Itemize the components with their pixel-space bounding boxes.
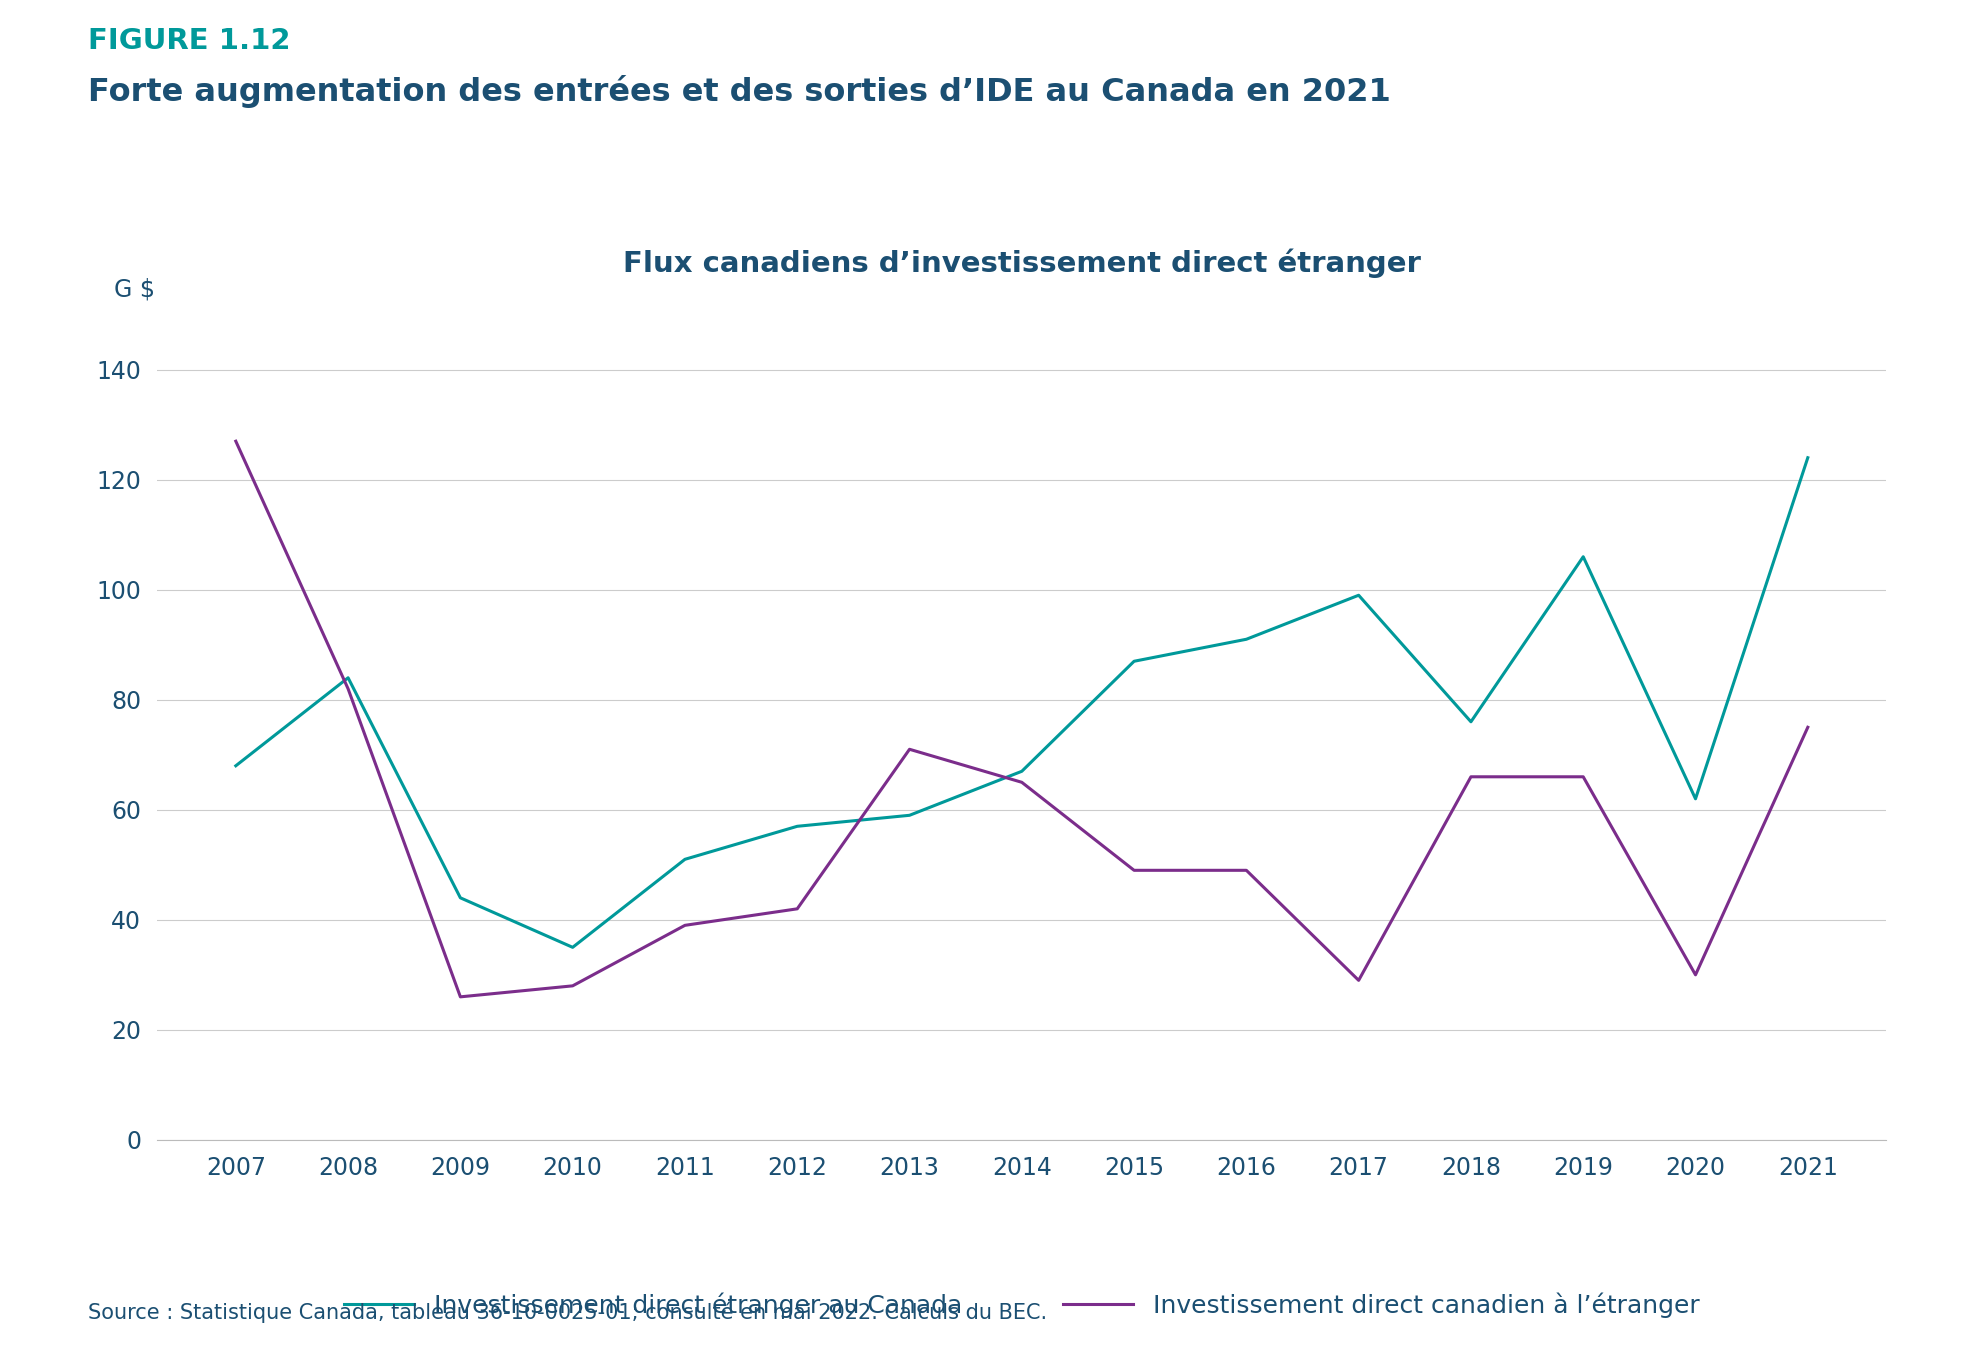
Text: G $: G $ [114, 277, 155, 301]
Text: Forte augmentation des entrées et des sorties d’IDE au Canada en 2021: Forte augmentation des entrées et des so… [88, 75, 1391, 107]
Text: Flux canadiens d’investissement direct étranger: Flux canadiens d’investissement direct é… [623, 248, 1420, 278]
Text: FIGURE 1.12: FIGURE 1.12 [88, 27, 291, 56]
Legend: Investissement direct étranger au Canada, Investissement direct canadien à l’étr: Investissement direct étranger au Canada… [334, 1282, 1709, 1329]
Text: Source : Statistique Canada, tableau 36-10-0025-01; consulté en mai 2022. Calcul: Source : Statistique Canada, tableau 36-… [88, 1301, 1047, 1323]
